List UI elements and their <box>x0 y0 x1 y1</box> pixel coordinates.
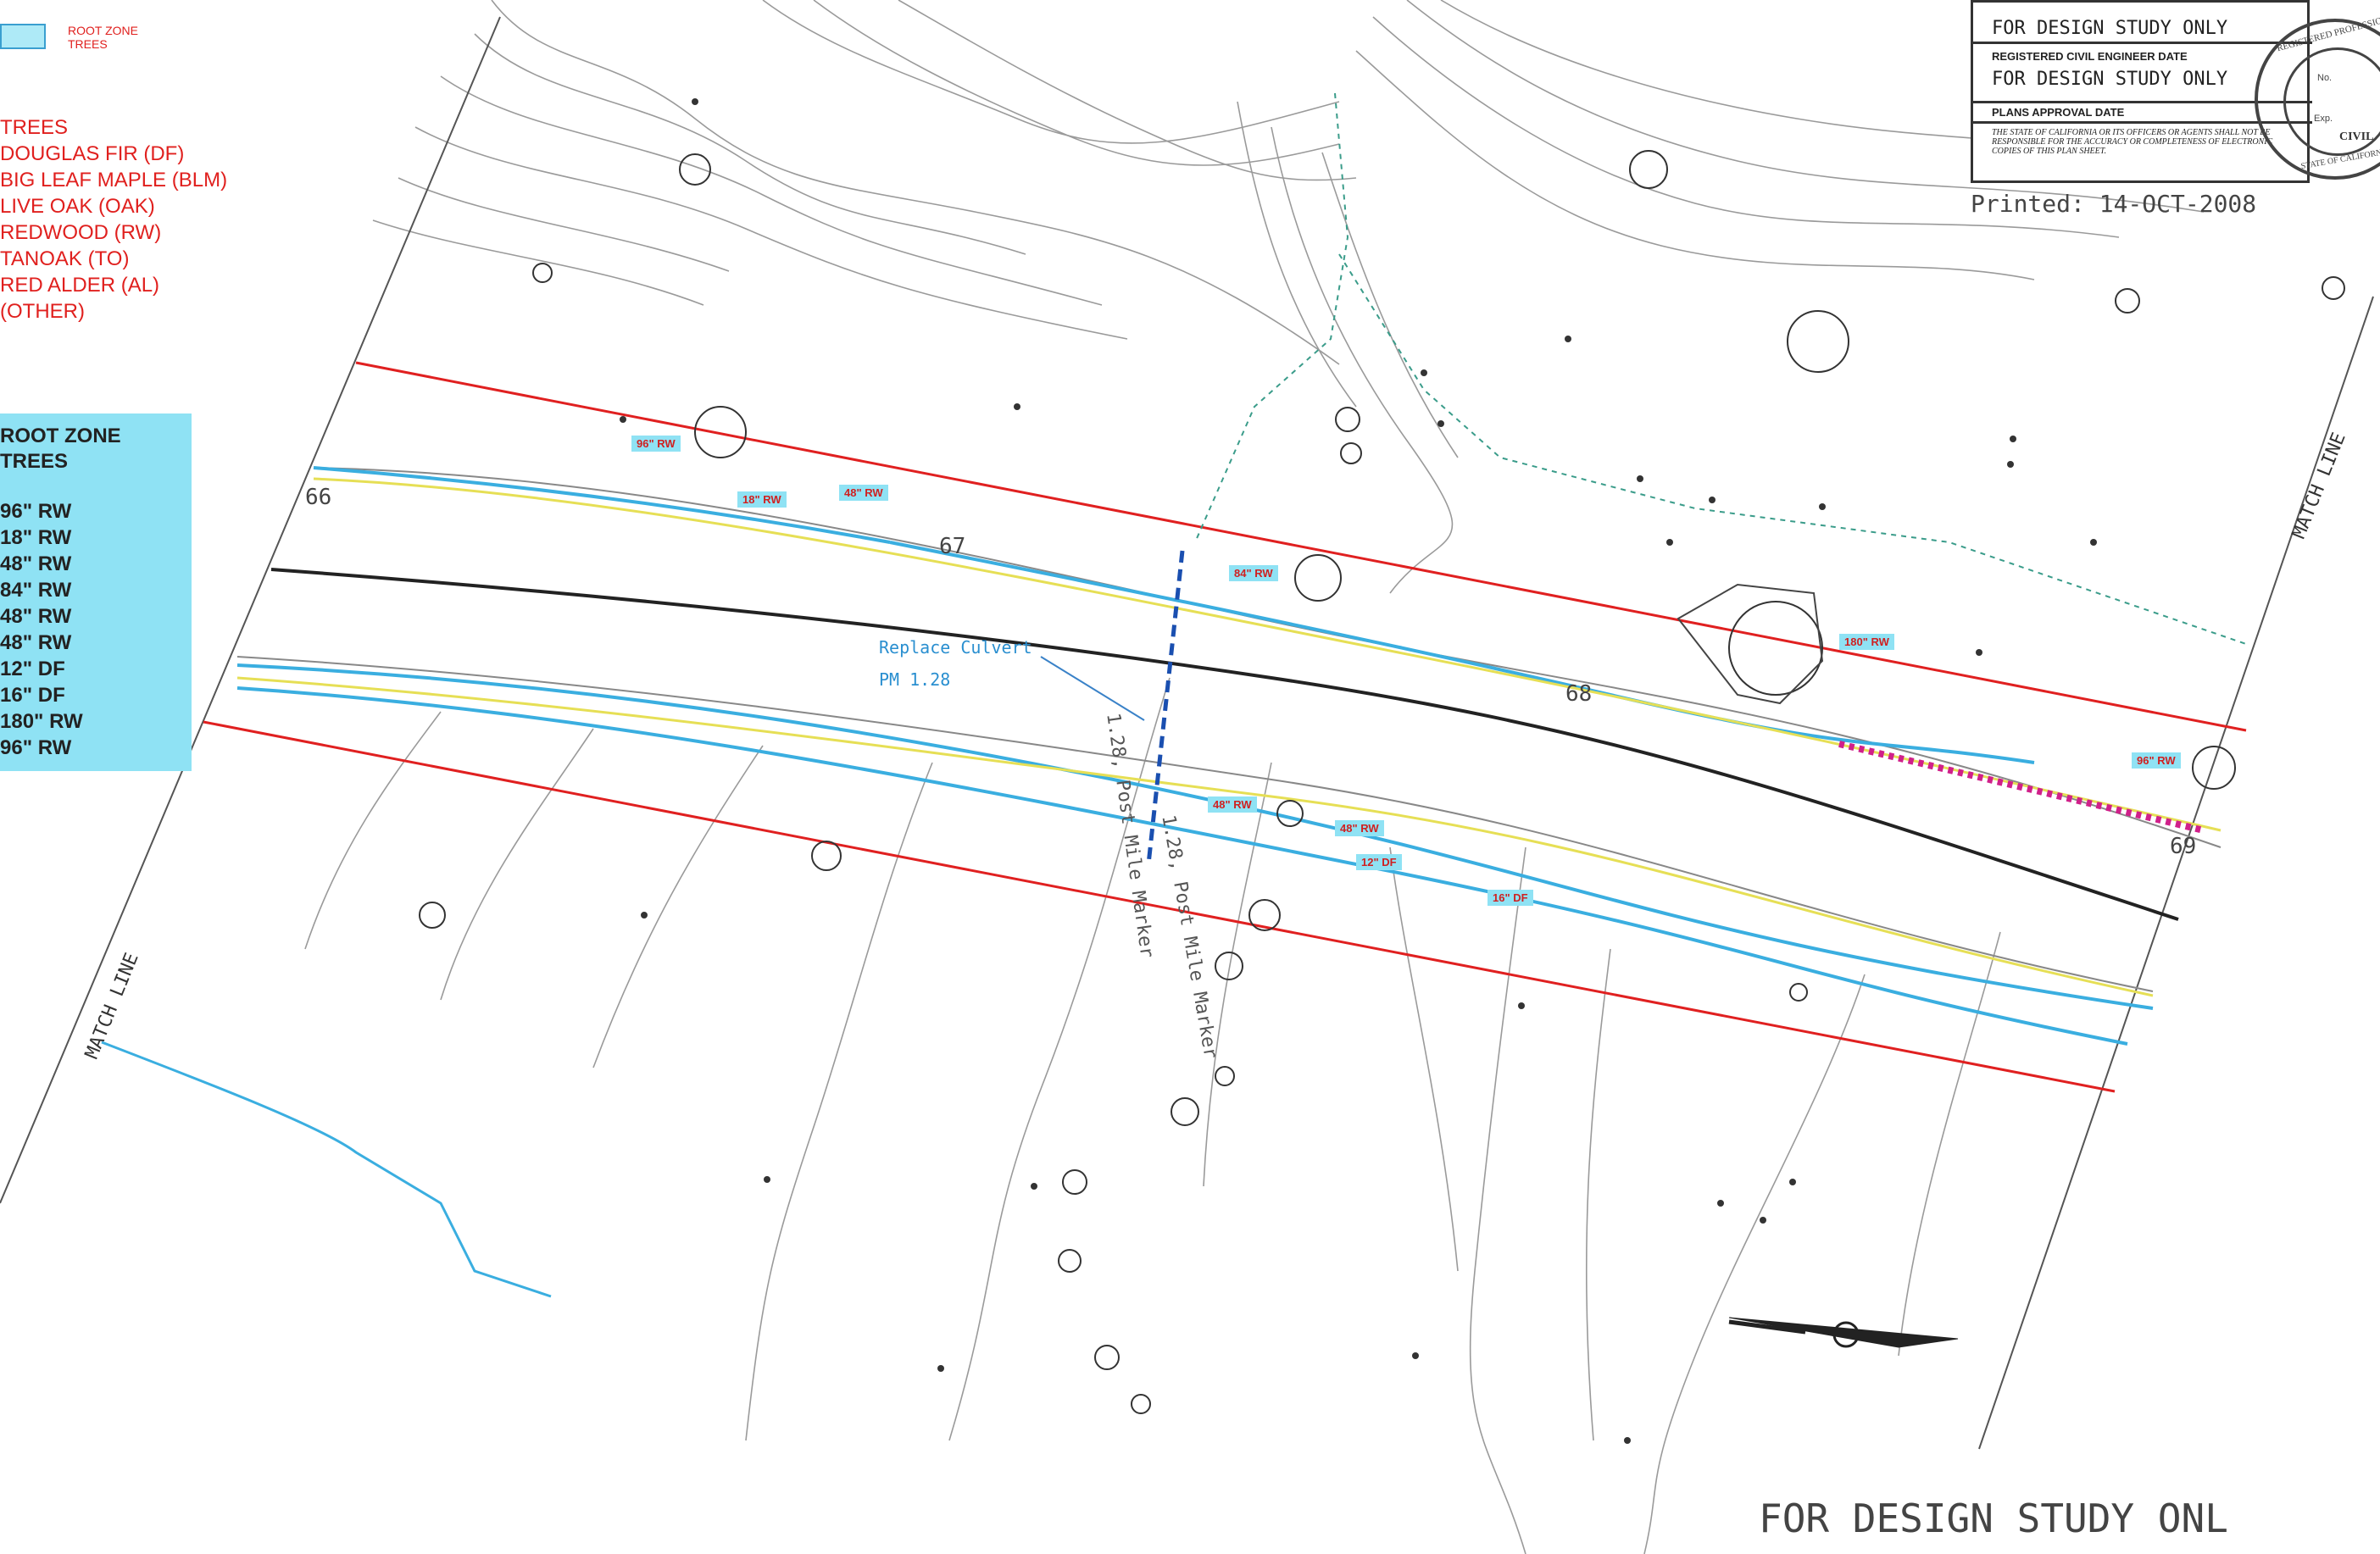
seal-exp: Exp. <box>2314 114 2333 124</box>
root-zone-item: 48" RW <box>0 605 72 628</box>
root-zone-item: 18" RW <box>0 526 72 549</box>
root-zone-item: 96" RW <box>0 736 72 759</box>
species-item: RED ALDER (AL) <box>0 274 160 297</box>
root-zone-item: 12" DF <box>0 658 65 680</box>
title-block: FOR DESIGN STUDY ONLY REGISTERED CIVIL E… <box>1971 0 2380 185</box>
root-zone-title: ROOT ZONE TREES <box>0 425 121 473</box>
seal-no: No. <box>2317 73 2333 83</box>
printed-date: Printed: 14-OCT-2008 <box>1971 190 2257 218</box>
title-block-box: FOR DESIGN STUDY ONLY REGISTERED CIVIL E… <box>1971 0 2312 183</box>
tree-tag: 48" RW <box>1335 820 1384 836</box>
survey-points <box>620 98 2097 1444</box>
title-block-row-4: PLANS APPROVAL DATE <box>1992 106 2125 119</box>
right-of-way-lines <box>203 361 2247 1093</box>
title-block-disclaimer: THE STATE OF CALIFORNIA OR ITS OFFICERS … <box>1992 128 2273 156</box>
tree-tag: 18" RW <box>737 491 787 508</box>
root-zone-trees-panel: ROOT ZONE TREES 96" RW 18" RW 48" RW 84"… <box>0 413 192 771</box>
match-boundaries <box>0 16 2374 1450</box>
tree-tag: 180" RW <box>1839 634 1894 650</box>
tree-symbols <box>419 150 2345 1414</box>
culvert <box>1040 550 1185 865</box>
title-block-row-3: FOR DESIGN STUDY ONLY <box>1992 69 2228 90</box>
root-zone-swatch-label: ROOT ZONE TREES <box>68 24 138 51</box>
tree-tag: 96" RW <box>2132 752 2181 769</box>
root-zone-item: 48" RW <box>0 552 72 575</box>
species-item: (OTHER) <box>0 300 85 323</box>
title-block-divider <box>1973 42 2312 44</box>
title-block-divider <box>1973 121 2312 124</box>
species-item: REDWOOD (RW) <box>0 221 162 244</box>
culvert-label: Replace Culvert <box>879 637 1032 658</box>
seal-inner-ring <box>2283 47 2380 156</box>
species-item: DOUGLAS FIR (DF) <box>0 142 185 165</box>
road-edges <box>101 466 2222 1298</box>
root-zone-item: 96" RW <box>0 500 72 523</box>
footer-design-study: FOR DESIGN STUDY ONL <box>1759 1496 2228 1541</box>
tree-tag: 84" RW <box>1229 565 1278 581</box>
root-zone-item: 48" RW <box>0 631 72 654</box>
tree-tag: 12" DF <box>1356 854 1402 870</box>
seal-civil: CIVIL <box>2339 130 2374 143</box>
tree-tag: 96" RW <box>631 436 681 452</box>
tree-tag: 16" DF <box>1488 890 1533 906</box>
species-list: TREES DOUGLAS FIR (DF) BIG LEAF MAPLE (B… <box>0 114 227 325</box>
engineer-seal-icon: REGISTERED PROFESSIONAL No. Exp. CIVIL S… <box>2255 11 2380 180</box>
station-69: 69 <box>2170 834 2197 859</box>
root-zone-list: 96" RW 18" RW 48" RW 84" RW 48" RW 48" R… <box>0 498 83 761</box>
impact-line <box>1838 741 2205 834</box>
station-66: 66 <box>305 485 332 510</box>
culvert-pm-label: PM 1.28 <box>879 669 951 690</box>
species-item: TANOAK (TO) <box>0 247 130 270</box>
station-67: 67 <box>939 534 966 559</box>
root-zone-item: 180" RW <box>0 710 83 733</box>
title-block-row-2: REGISTERED CIVIL ENGINEER DATE <box>1992 50 2188 63</box>
species-header: TREES <box>0 116 69 139</box>
species-item: BIG LEAF MAPLE (BLM) <box>0 169 228 191</box>
root-zone-swatch <box>0 24 46 49</box>
species-item: LIVE OAK (OAK) <box>0 195 155 218</box>
root-zone-item: 16" DF <box>0 684 65 707</box>
tree-tag: 48" RW <box>839 485 888 501</box>
drainage-lines <box>1194 92 2247 645</box>
root-zone-item: 84" RW <box>0 579 72 602</box>
title-block-row-1: FOR DESIGN STUDY ONLY <box>1992 18 2228 39</box>
north-arrow-icon <box>1728 1317 1959 1348</box>
contour-lines <box>304 0 2289 1554</box>
station-68: 68 <box>1565 681 1593 707</box>
title-block-divider <box>1973 101 2312 103</box>
tree-tag: 48" RW <box>1208 796 1257 813</box>
